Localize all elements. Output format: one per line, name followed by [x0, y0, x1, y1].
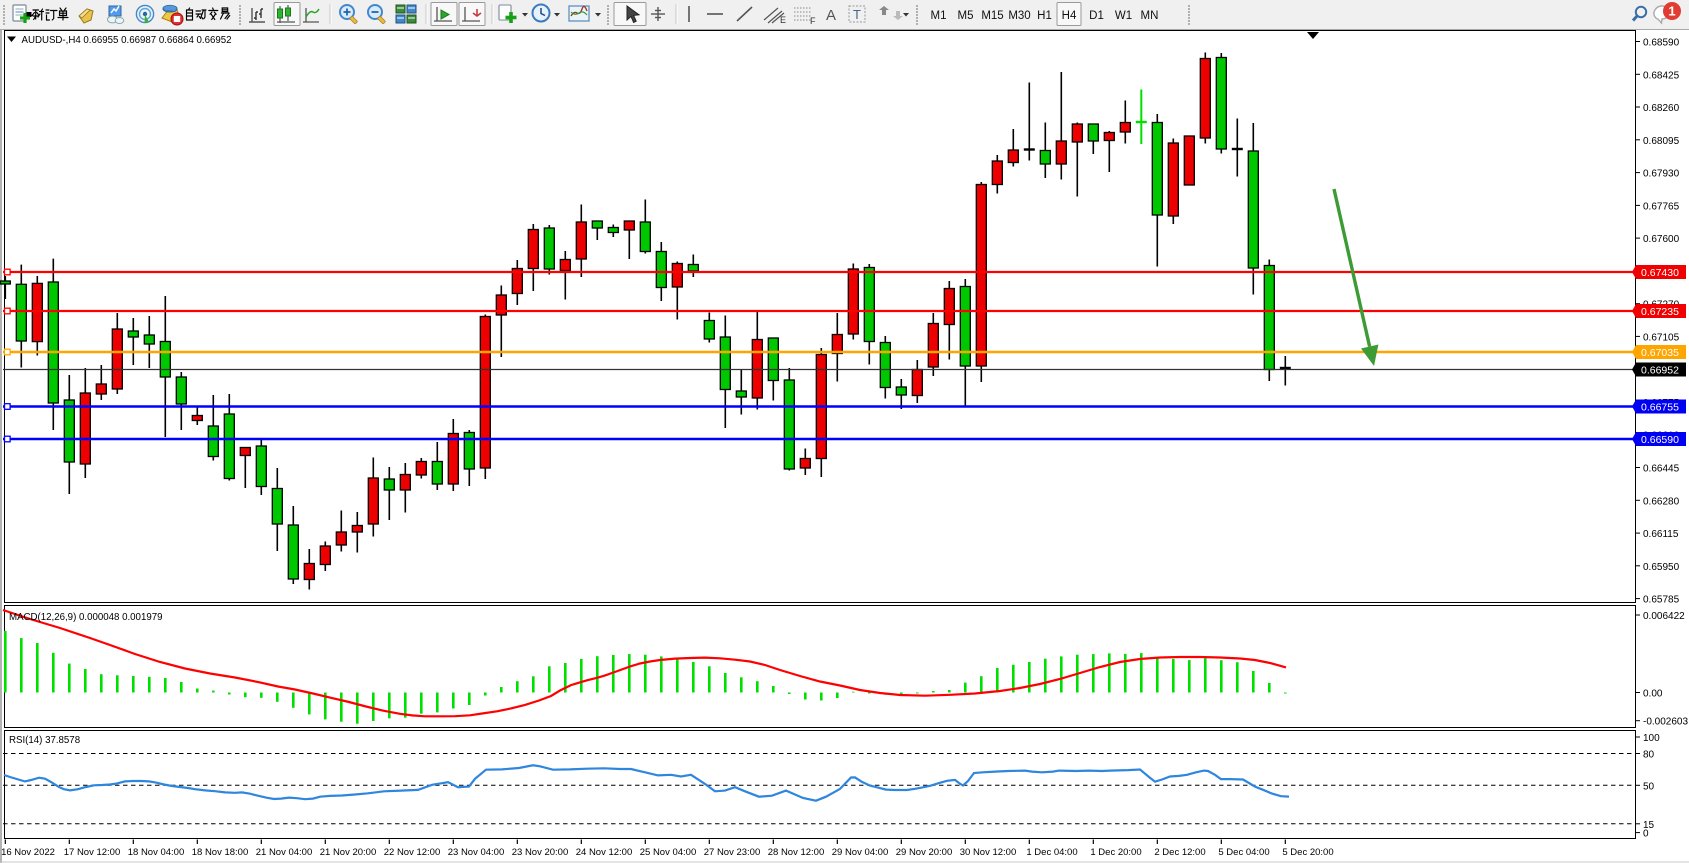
svg-text:H4: H4: [1062, 10, 1077, 22]
svg-text:0.66590: 0.66590: [1641, 434, 1679, 446]
svg-text:M1: M1: [931, 10, 947, 22]
svg-text:1: 1: [1668, 4, 1675, 19]
svg-text:30 Nov 12:00: 30 Nov 12:00: [960, 847, 1017, 858]
svg-text:0.68095: 0.68095: [1643, 136, 1680, 147]
svg-text:25 Nov 04:00: 25 Nov 04:00: [640, 847, 697, 858]
svg-text:5 Dec 20:00: 5 Dec 20:00: [1282, 847, 1333, 858]
svg-text:MN: MN: [1141, 10, 1159, 22]
svg-text:0.67765: 0.67765: [1643, 201, 1680, 212]
svg-text:1 Dec 20:00: 1 Dec 20:00: [1090, 847, 1141, 858]
svg-text:0.00: 0.00: [1643, 689, 1663, 700]
svg-text:0.67235: 0.67235: [1641, 306, 1679, 318]
svg-text:M30: M30: [1008, 10, 1030, 22]
svg-text:24 Nov 12:00: 24 Nov 12:00: [576, 847, 633, 858]
svg-text:5 Dec 04:00: 5 Dec 04:00: [1218, 847, 1269, 858]
svg-text:0.66115: 0.66115: [1643, 529, 1679, 540]
svg-text:2 Dec 12:00: 2 Dec 12:00: [1154, 847, 1205, 858]
svg-text:0.67105: 0.67105: [1643, 332, 1680, 343]
svg-text:D1: D1: [1089, 10, 1104, 22]
svg-text:28 Nov 12:00: 28 Nov 12:00: [768, 847, 825, 858]
svg-text:0.67600: 0.67600: [1643, 234, 1680, 245]
svg-text:15: 15: [1643, 820, 1655, 831]
svg-text:16 Nov 2022: 16 Nov 2022: [1, 847, 55, 858]
svg-text:0.67930: 0.67930: [1643, 169, 1680, 180]
svg-text:0.67035: 0.67035: [1641, 347, 1679, 359]
svg-text:23 Nov 04:00: 23 Nov 04:00: [448, 847, 505, 858]
svg-text:29 Nov 20:00: 29 Nov 20:00: [896, 847, 953, 858]
svg-text:RSI(14) 37.8578: RSI(14) 37.8578: [9, 735, 80, 746]
svg-text:0.66755: 0.66755: [1641, 402, 1679, 414]
svg-text:-0.002603: -0.002603: [1643, 717, 1688, 728]
svg-text:0.68590: 0.68590: [1643, 38, 1680, 49]
svg-text:22 Nov 12:00: 22 Nov 12:00: [384, 847, 441, 858]
svg-text:0.66445: 0.66445: [1643, 464, 1680, 475]
svg-text:0.67430: 0.67430: [1641, 267, 1679, 279]
svg-text:1 Dec 04:00: 1 Dec 04:00: [1026, 847, 1077, 858]
svg-text:0.006422: 0.006422: [1643, 611, 1685, 622]
svg-text:H1: H1: [1037, 10, 1052, 22]
svg-text:0.66952: 0.66952: [1641, 365, 1679, 377]
svg-text:F: F: [810, 16, 816, 26]
svg-text:MACD(12,26,9) 0.000048 0.00197: MACD(12,26,9) 0.000048 0.001979: [9, 612, 163, 623]
svg-text:0.65785: 0.65785: [1643, 595, 1680, 606]
svg-text:0: 0: [1643, 829, 1649, 840]
svg-text:0.65950: 0.65950: [1643, 562, 1680, 573]
svg-text:AUDUSD-,H4 0.66955 0.66987 0.: AUDUSD-,H4 0.66955 0.66987 0.66864 0.669…: [22, 35, 232, 46]
svg-text:T: T: [853, 7, 861, 22]
svg-text:0.68260: 0.68260: [1643, 103, 1680, 114]
svg-text:80: 80: [1643, 750, 1655, 761]
svg-text:50: 50: [1643, 781, 1655, 792]
svg-text:18 Nov 04:00: 18 Nov 04:00: [128, 847, 185, 858]
svg-text:0.66280: 0.66280: [1643, 496, 1680, 507]
svg-text:E: E: [780, 15, 786, 25]
svg-text:21 Nov 20:00: 21 Nov 20:00: [320, 847, 377, 858]
svg-text:23 Nov 20:00: 23 Nov 20:00: [512, 847, 569, 858]
svg-text:17 Nov 12:00: 17 Nov 12:00: [64, 847, 121, 858]
svg-text:M5: M5: [958, 10, 974, 22]
svg-text:A: A: [826, 7, 836, 24]
svg-text:21 Nov 04:00: 21 Nov 04:00: [256, 847, 313, 858]
svg-text:27 Nov 23:00: 27 Nov 23:00: [704, 847, 761, 858]
svg-text:100: 100: [1643, 733, 1660, 744]
svg-text:0.68425: 0.68425: [1643, 70, 1680, 81]
svg-text:W1: W1: [1115, 10, 1132, 22]
svg-text:29 Nov 04:00: 29 Nov 04:00: [832, 847, 889, 858]
svg-text:18 Nov 18:00: 18 Nov 18:00: [192, 847, 249, 858]
svg-text:M15: M15: [981, 10, 1003, 22]
